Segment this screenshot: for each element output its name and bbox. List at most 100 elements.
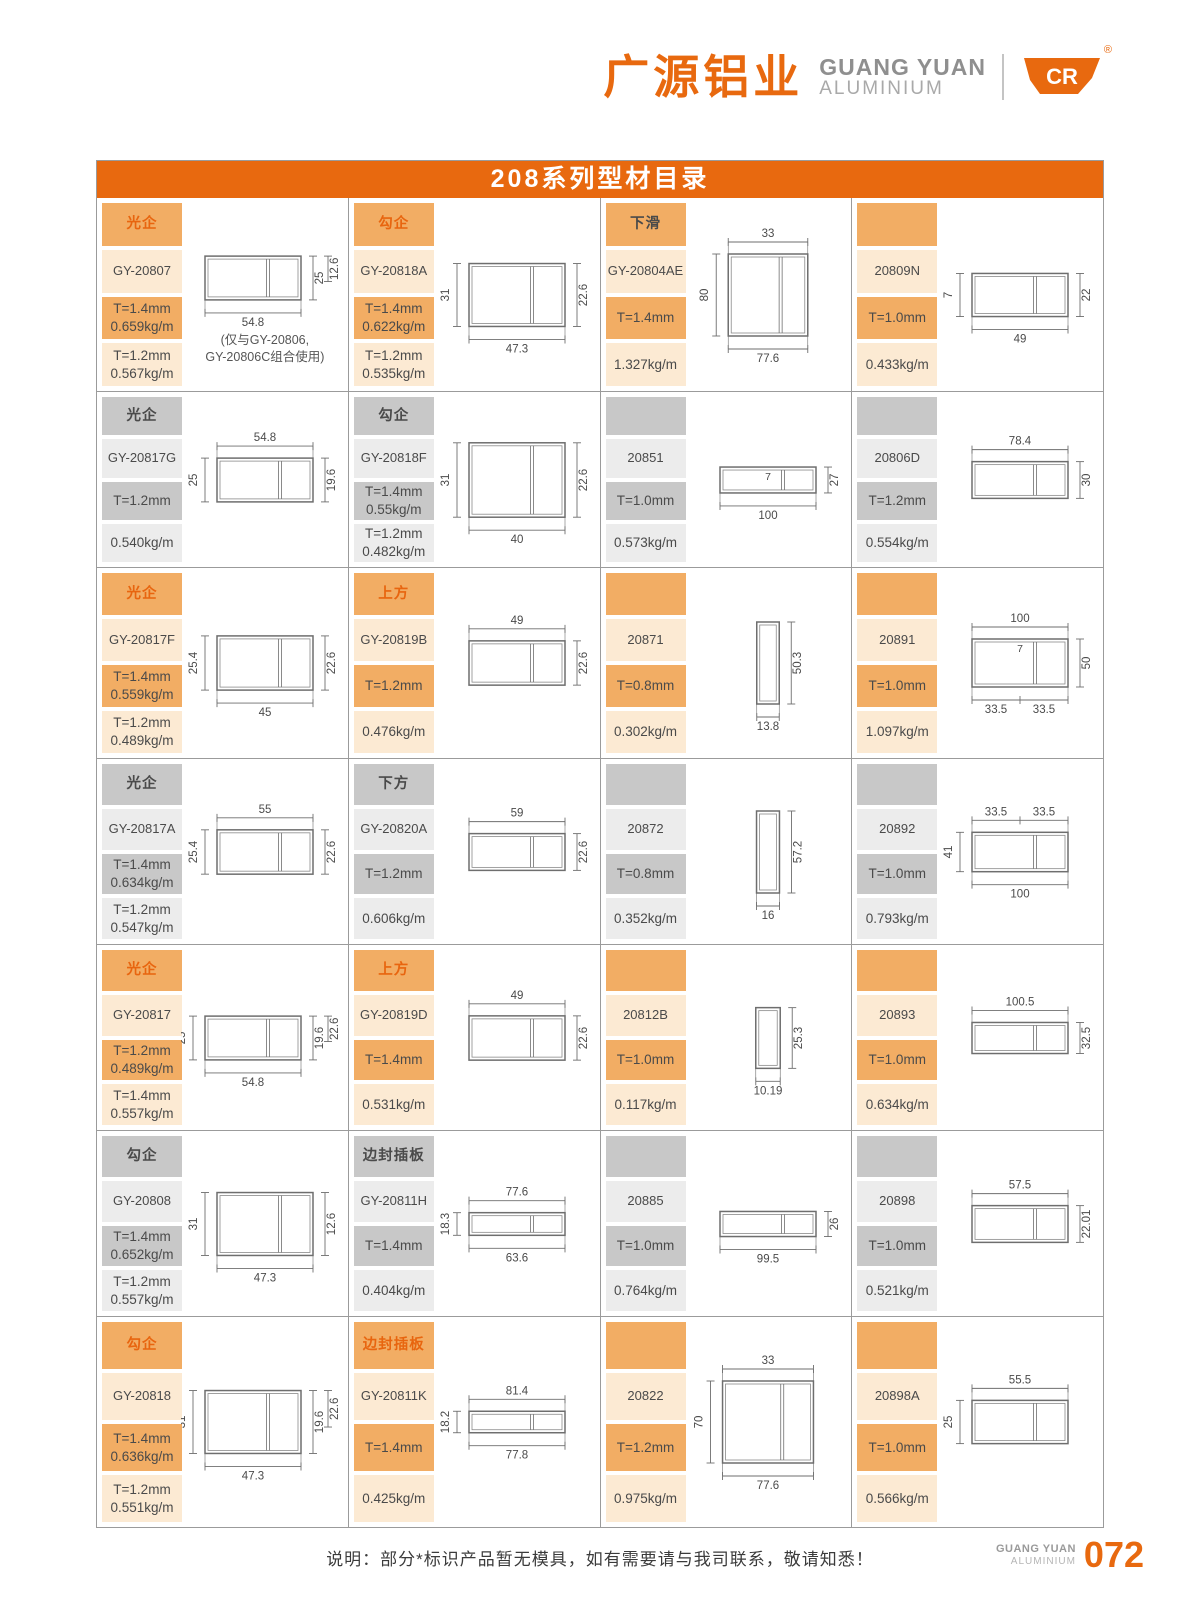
svg-text:31: 31 [440, 473, 452, 486]
profile-drawing: 26 99.5 [686, 1131, 852, 1316]
profile-drawing: 49 22.6 [434, 568, 600, 758]
spec-primary: T=1.0mm [605, 481, 686, 520]
spec-secondary: T=1.2mm 0.557kg/m [102, 1270, 182, 1311]
product-info-strip: 下方 GY-20820A T=1.2mm 0.606kg/m [353, 764, 434, 939]
product-info-strip: 光企 GY-20817A T=1.4mm 0.634kg/m T=1.2mm 0.54… [102, 764, 182, 939]
profile-drawing: 10.19 25.3 [686, 945, 852, 1130]
product-cell: 20891 T=1.0mm 1.097kg/m 100 7 50 33.5 33.5 [851, 568, 1103, 758]
svg-text:10.19: 10.19 [754, 1085, 783, 1097]
svg-text:12.6: 12.6 [326, 1212, 338, 1234]
product-code: 20885 [605, 1180, 686, 1222]
category-label [857, 203, 938, 246]
category-label [857, 950, 938, 991]
svg-text:77.6: 77.6 [757, 353, 779, 365]
category-label [605, 397, 686, 436]
catalog-row: 光企 GY-20817 T=1.2mm 0.489kg/m T=1.4mm 0.557… [97, 944, 1103, 1130]
svg-text:27: 27 [829, 473, 841, 486]
product-code: GY-20811H [353, 1180, 434, 1222]
category-label [857, 1136, 938, 1177]
spec-primary: T=1.2mm [605, 1424, 686, 1471]
spec-primary: T=1.2mm [857, 481, 938, 520]
profile-drawing: 33 70 77.6 [686, 1317, 852, 1527]
product-cell: 边封插板 GY-20811H T=1.4mm 0.404kg/m 77.6 18.3 63.… [347, 1131, 600, 1316]
svg-text:54.8: 54.8 [254, 432, 276, 444]
product-info-strip: 20885 T=1.0mm 0.764kg/m [605, 1136, 686, 1311]
svg-text:22.6: 22.6 [326, 652, 338, 674]
spec-secondary: 0.554kg/m [857, 523, 938, 562]
svg-text:32.5: 32.5 [1081, 1026, 1093, 1048]
svg-text:22.6: 22.6 [326, 840, 338, 862]
spec-secondary: 0.425kg/m [353, 1475, 434, 1522]
product-code: 20812B [605, 994, 686, 1036]
product-code: 20892 [857, 808, 938, 850]
profile-drawing: 78.4 30 [937, 392, 1103, 567]
svg-text:33: 33 [762, 228, 775, 240]
category-label: 光企 [102, 950, 182, 991]
product-cell: 下方 GY-20820A T=1.2mm 0.606kg/m 59 22.6 [347, 759, 600, 944]
profile-drawing: 55 25.4 22.6 [182, 759, 348, 944]
spec-secondary: 0.793kg/m [857, 898, 938, 939]
spec-secondary: 0.531kg/m [353, 1084, 434, 1125]
svg-text:55: 55 [258, 803, 271, 815]
product-info-strip: 上方 GY-20819D T=1.4mm 0.531kg/m [353, 950, 434, 1125]
spec-primary: T=1.0mm [857, 296, 938, 340]
spec-secondary: 0.433kg/m [857, 343, 938, 386]
category-label [857, 397, 938, 436]
svg-text:49: 49 [510, 989, 523, 1001]
svg-text:70: 70 [694, 1416, 706, 1429]
category-label [605, 573, 686, 615]
product-cell: 20885 T=1.0mm 0.764kg/m 26 99.5 [599, 1131, 852, 1316]
profile-drawing: 81.4 18.2 77.8 [434, 1317, 600, 1527]
spec-primary: T=1.2mm [353, 853, 434, 895]
spec-secondary: 0.566kg/m [857, 1475, 938, 1522]
product-info-strip: 光企 GY-20817G T=1.2mm 0.540kg/m [102, 397, 182, 562]
category-label: 勾企 [102, 1136, 182, 1177]
product-cell: 20806D T=1.2mm 0.554kg/m 78.4 30 [851, 392, 1103, 567]
svg-text:31: 31 [181, 1416, 188, 1429]
spec-secondary: 0.117kg/m [605, 1084, 686, 1125]
profile-drawing: 100 7 50 33.5 33.5 [937, 568, 1103, 758]
category-label [605, 950, 686, 991]
product-code: 20809N [857, 249, 938, 293]
spec-secondary: 0.573kg/m [605, 523, 686, 562]
product-code: GY-20804AE [605, 249, 686, 293]
product-code: GY-20807 [102, 249, 182, 293]
svg-text:22.01: 22.01 [1081, 1209, 1093, 1238]
product-cell: 勾企 GY-20808 T=1.4mm 0.652kg/m T=1.2mm 0.557… [97, 1131, 348, 1316]
product-code: 20891 [857, 619, 938, 661]
product-cell: 光企 GY-20817F T=1.4mm 0.559kg/m T=1.2mm 0.48… [97, 568, 348, 758]
svg-text:13.8: 13.8 [757, 721, 779, 733]
svg-text:22.6: 22.6 [578, 283, 590, 305]
product-code: 20898A [857, 1373, 938, 1420]
spec-primary: T=1.2mm [102, 481, 182, 520]
svg-text:19.6: 19.6 [314, 1026, 326, 1048]
spec-primary: T=1.4mm [353, 1424, 434, 1471]
product-cell: 勾企 GY-20818A T=1.4mm 0.622kg/m T=1.2mm 0.53… [347, 198, 600, 391]
spec-primary: T=1.4mm [353, 1039, 434, 1081]
svg-text:47.3: 47.3 [242, 1470, 264, 1482]
svg-text:31: 31 [188, 1217, 200, 1230]
product-code: 20871 [605, 619, 686, 661]
catalog-row: 光企 GY-20817G T=1.2mm 0.540kg/m 54.8 25 19.6 勾企 G… [97, 391, 1103, 567]
brand-en-line1: GUANG YUAN [819, 53, 986, 80]
product-code: GY-20808 [102, 1180, 182, 1222]
footer-note: 说明：部分*标识产品暂无模具，如有需要请与我司联系，敬请知悉！ [326, 1550, 874, 1569]
svg-text:57.5: 57.5 [1009, 1179, 1031, 1191]
footer-brand: GUANG YUAN ALUMINIUM 072 [996, 1537, 1144, 1573]
svg-text:22.6: 22.6 [329, 1398, 341, 1420]
product-info-strip: 边封插板 GY-20811H T=1.4mm 0.404kg/m [353, 1136, 434, 1311]
svg-text:33: 33 [762, 1355, 775, 1367]
product-info-strip: 20851 T=1.0mm 0.573kg/m [605, 397, 686, 562]
product-code: GY-20817G [102, 439, 182, 478]
spec-primary: T=1.0mm [605, 1225, 686, 1267]
svg-text:100.5: 100.5 [1006, 996, 1035, 1008]
svg-text:22: 22 [1081, 288, 1093, 301]
profile-drawing: 31 12.6 47.3 [182, 1131, 348, 1316]
product-cell: 下滑 GY-20804AE T=1.4mm 1.327kg/m 33 80 77.6 [599, 198, 852, 391]
spec-secondary: T=1.2mm 0.547kg/m [102, 898, 182, 939]
product-code: 20822 [605, 1373, 686, 1420]
profile-drawing: 57.5 22.01 [937, 1131, 1103, 1316]
spec-secondary: T=1.4mm 0.557kg/m [102, 1084, 182, 1125]
spec-primary: T=1.0mm [857, 1225, 938, 1267]
svg-text:33.5: 33.5 [1033, 806, 1055, 818]
